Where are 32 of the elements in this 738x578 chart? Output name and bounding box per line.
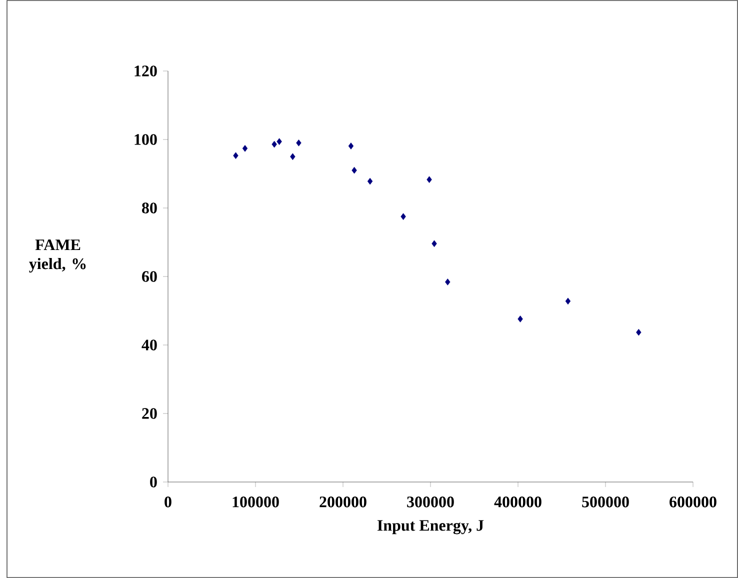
x-tick-label: 0 [164,496,172,508]
point [272,140,277,148]
x-axis-title: Input Energy, J [377,520,484,534]
point [296,140,302,146]
point [233,152,238,159]
point [400,213,406,220]
point [367,178,373,185]
point [348,142,354,150]
point [242,145,248,152]
point [352,166,357,174]
x-tick-label: 300000 [407,496,454,508]
y-tick-label: 0 [150,476,157,488]
y-tick-label: 120 [134,66,157,76]
point [518,316,523,322]
y-axis-title: FAME yield, % [29,239,86,272]
point [276,138,282,145]
point [565,298,571,305]
point [290,153,296,160]
point [636,328,642,336]
y-tick-label: 80 [142,202,157,214]
x-tick-label: 100000 [232,496,279,508]
point [426,176,432,183]
x-tick-label: 200000 [320,496,366,508]
y-tick-label: 40 [142,340,157,350]
y-tick-label: 100 [134,134,157,145]
y-tick-label: 60 [142,271,157,282]
point [445,278,450,286]
y-tick-label: 20 [142,408,157,419]
point [432,240,437,248]
x-tick-label: 400000 [494,496,542,508]
x-tick-label: 600000 [670,496,716,508]
x-tick-label: 500000 [582,496,629,508]
